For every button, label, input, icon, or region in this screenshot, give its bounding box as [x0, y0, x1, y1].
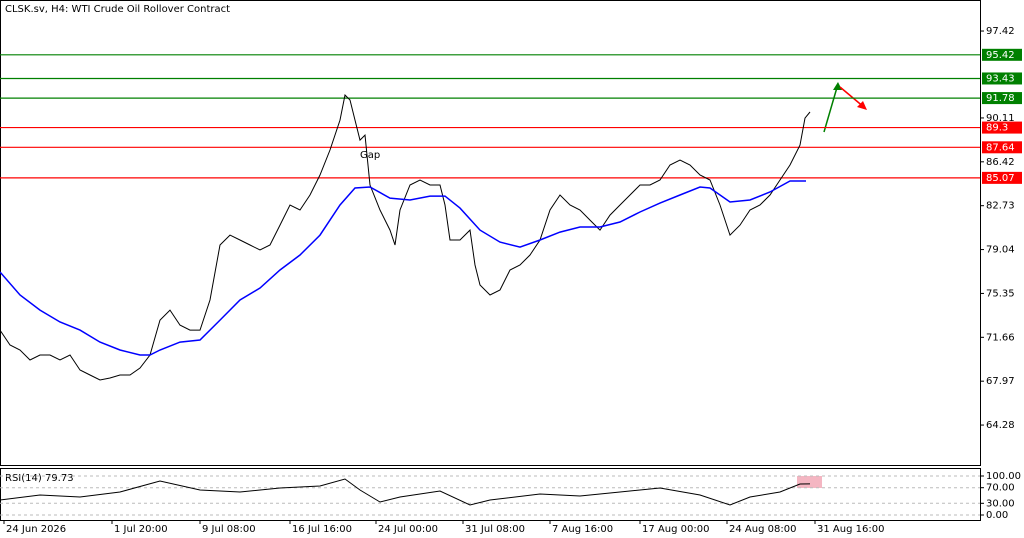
- y-tick-label: 70.00: [986, 483, 1015, 494]
- level-label-box: [982, 72, 1022, 85]
- y-tick-label: 67.97: [986, 376, 1015, 387]
- y-tick-label: 30.00: [986, 498, 1015, 509]
- y-tick-label: 86.42: [986, 157, 1015, 168]
- y-tick-label: 90.11: [986, 113, 1015, 124]
- level-label-box: [982, 141, 1022, 154]
- x-tick-label: 31 Aug 16:00: [817, 524, 884, 535]
- level-label: 89.3: [986, 123, 1008, 134]
- level-label: 91.78: [986, 93, 1015, 104]
- y-tick-label: 97.42: [986, 26, 1015, 37]
- gap-annotation: Gap: [360, 150, 380, 161]
- rsi-title: RSI(14) 79.73: [5, 473, 74, 484]
- level-label-box: [982, 171, 1022, 184]
- y-tick-label: 71.66: [986, 332, 1015, 343]
- price-line: [0, 478, 811, 506]
- x-tick-label: 24 Aug 08:00: [729, 524, 796, 535]
- price-line: [0, 93, 811, 381]
- y-tick-label: 75.35: [986, 288, 1015, 299]
- y-tick-label: 82.73: [986, 201, 1015, 212]
- chart-title: CLSK.sv, H4: WTI Crude Oil Rollover Cont…: [5, 4, 230, 15]
- level-label-box: [982, 48, 1022, 61]
- x-tick-label: 1 Jul 20:00: [114, 524, 168, 535]
- rsi-overbought-zone: [797, 476, 822, 488]
- rsi-frame: [0, 468, 981, 521]
- y-tick-label: 100.00: [986, 471, 1021, 482]
- main-frame: [0, 0, 981, 466]
- level-label: 95.42: [986, 50, 1015, 61]
- y-tick-label: 79.04: [986, 245, 1015, 256]
- x-tick-label: 7 Aug 16:00: [552, 524, 613, 535]
- x-tick-label: 17 Aug 00:00: [642, 524, 709, 535]
- level-label-box: [982, 121, 1022, 134]
- level-label-box: [982, 92, 1022, 105]
- x-tick-label: 31 Jul 08:00: [465, 524, 525, 535]
- level-label: 87.64: [986, 142, 1015, 153]
- x-tick-label: 24 Jul 00:00: [378, 524, 438, 535]
- x-tick-label: 24 Jun 2026: [6, 524, 66, 535]
- y-tick-label: 0.00: [986, 510, 1008, 521]
- x-tick-label: 16 Jul 16:00: [292, 524, 352, 535]
- x-tick-label: 9 Jul 08:00: [202, 524, 256, 535]
- price-line: [0, 180, 806, 356]
- level-label: 85.07: [986, 173, 1015, 184]
- level-label: 93.43: [986, 73, 1015, 84]
- forecast-arrows: [823, 82, 867, 133]
- y-tick-label: 64.28: [986, 420, 1015, 431]
